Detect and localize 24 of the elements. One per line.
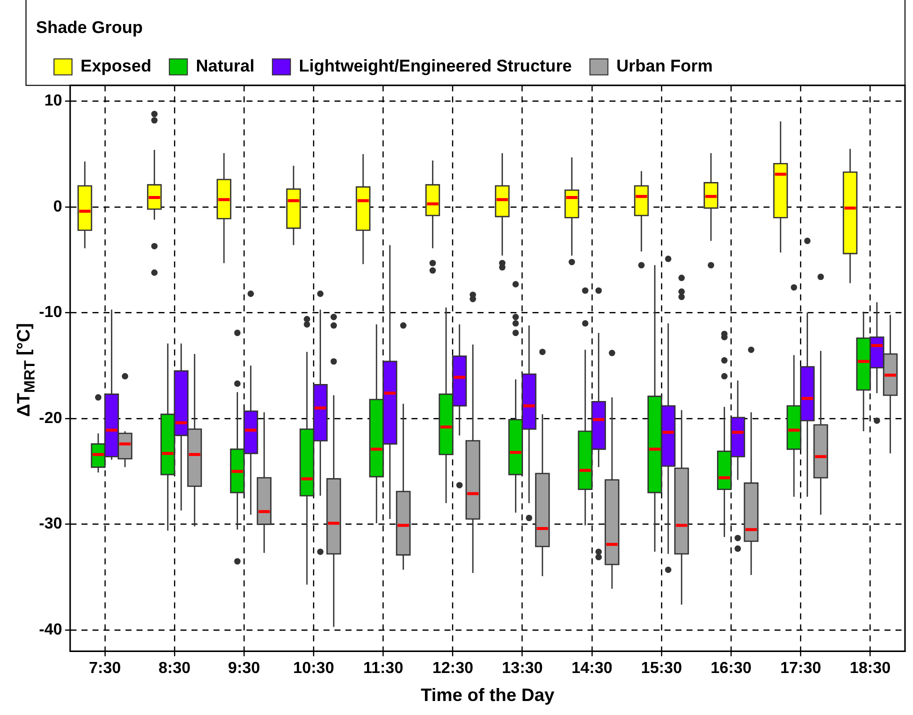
x-tick-label: 16:30 bbox=[710, 660, 752, 678]
legend-label: Natural bbox=[196, 56, 254, 76]
x-tick-label: 15:30 bbox=[641, 660, 682, 678]
legend-label: Lightweight/Engineered Structure bbox=[298, 56, 572, 76]
x-axis-title: Time of the Day bbox=[420, 685, 554, 706]
y-tick-label: 10 bbox=[44, 92, 62, 110]
x-tick-label: 11:30 bbox=[363, 660, 404, 678]
y-tick-label: -10 bbox=[39, 304, 62, 322]
x-tick-label: 13:30 bbox=[502, 660, 543, 678]
x-tick-label: 7:30 bbox=[88, 660, 122, 678]
y-tick-label: 0 bbox=[53, 198, 62, 216]
y-tick-label: -40 bbox=[39, 621, 62, 638]
x-tick-label: 18:30 bbox=[850, 660, 891, 678]
y-tick-label: -30 bbox=[39, 516, 62, 533]
x-tick-label: 17:30 bbox=[780, 660, 822, 678]
y-tick-label: -20 bbox=[39, 410, 62, 427]
x-tick-label: 9:30 bbox=[228, 660, 260, 678]
x-tick-label: 14:30 bbox=[571, 660, 612, 678]
legend-label: Exposed bbox=[80, 56, 152, 76]
legend-title: Shade Group bbox=[36, 18, 143, 38]
x-tick-label: 12:30 bbox=[432, 660, 474, 678]
legend-label: Urban Form bbox=[616, 56, 713, 76]
x-tick-label: 10:30 bbox=[293, 660, 334, 678]
x-tick-label: 8:30 bbox=[158, 660, 191, 678]
